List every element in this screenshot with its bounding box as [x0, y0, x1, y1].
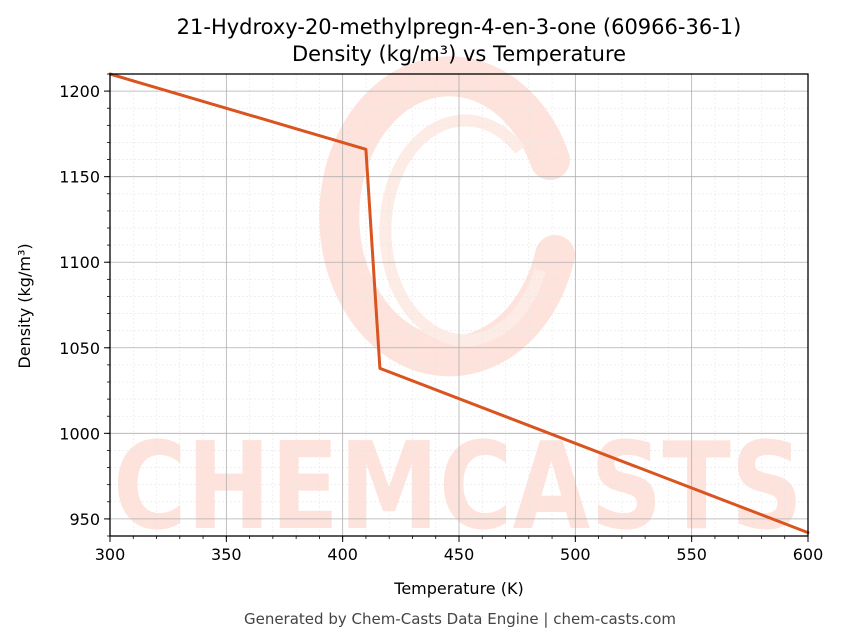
watermark-logo — [319, 56, 575, 377]
x-tick-label: 500 — [560, 545, 591, 564]
x-tick-label: 300 — [95, 545, 126, 564]
x-tick-label: 550 — [676, 545, 707, 564]
x-tick-label: 600 — [793, 545, 824, 564]
series-group — [108, 72, 810, 535]
y-tick-label: 1150 — [59, 168, 100, 187]
x-tick-label: 350 — [211, 545, 242, 564]
y-tick-label: 1200 — [59, 82, 100, 101]
y-tick-label: 1050 — [59, 339, 100, 358]
chart-title: 21-Hydroxy-20-methylpregn-4-en-3-one (60… — [177, 15, 742, 39]
footer-credit: Generated by Chem-Casts Data Engine | ch… — [244, 610, 676, 628]
density-series-line — [108, 72, 810, 535]
y-tick-label: 1000 — [59, 424, 100, 443]
y-tick-label: 1100 — [59, 253, 100, 272]
x-axis-label: Temperature (K) — [393, 579, 523, 598]
y-tick-label: 950 — [69, 510, 100, 529]
y-axis-label: Density (kg/m³) — [15, 243, 34, 368]
x-tick-label: 450 — [444, 545, 475, 564]
x-tick-label: 400 — [327, 545, 358, 564]
chart-subtitle: Density (kg/m³) vs Temperature — [292, 42, 626, 66]
ticks: 300 350 400 450 500 550 600 950 1000 1050 1100 1150… — [59, 73, 824, 564]
